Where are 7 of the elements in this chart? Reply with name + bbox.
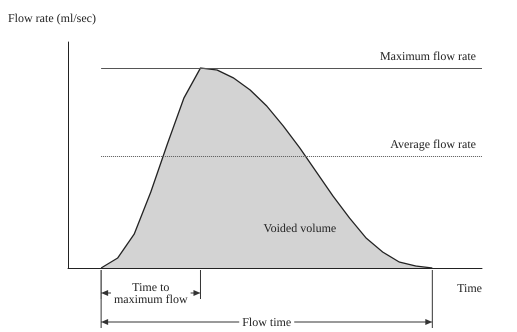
ref-line-label: Maximum flow rate: [380, 49, 476, 63]
x-axis-title: Time: [457, 281, 482, 295]
ref-line-label: Average flow rate: [390, 137, 476, 151]
y-axis-title: Flow rate (ml/sec): [8, 11, 96, 25]
annotation: Voided volume: [263, 221, 336, 235]
text: Time to maximum flow: [114, 280, 188, 306]
text: Flow time: [242, 315, 292, 329]
